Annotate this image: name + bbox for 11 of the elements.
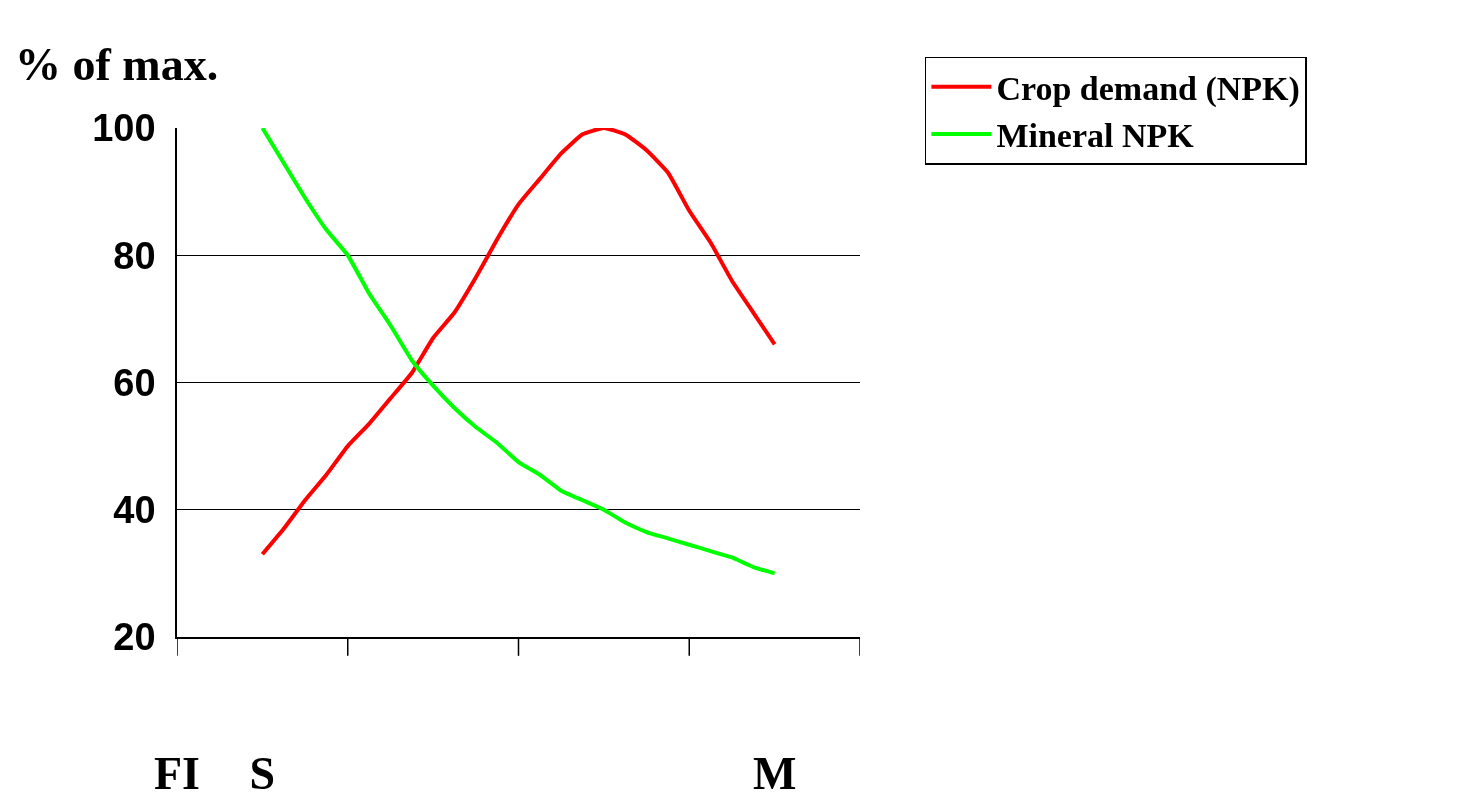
legend-label: Crop demand (NPK) <box>996 70 1300 109</box>
y-tick-label: 100 <box>92 107 156 150</box>
x-tick-label: S <box>249 747 276 799</box>
y-tick-label: 40 <box>113 489 156 532</box>
y-tick-label: 20 <box>113 616 156 659</box>
legend-label: Mineral NPK <box>996 117 1195 155</box>
x-tick-label: M <box>752 747 797 799</box>
y-tick-label: 80 <box>113 234 156 277</box>
x-tick-label: FI <box>154 747 200 799</box>
y-axis-title: % of max. <box>15 39 219 90</box>
y-tick-label: 60 <box>113 361 156 404</box>
